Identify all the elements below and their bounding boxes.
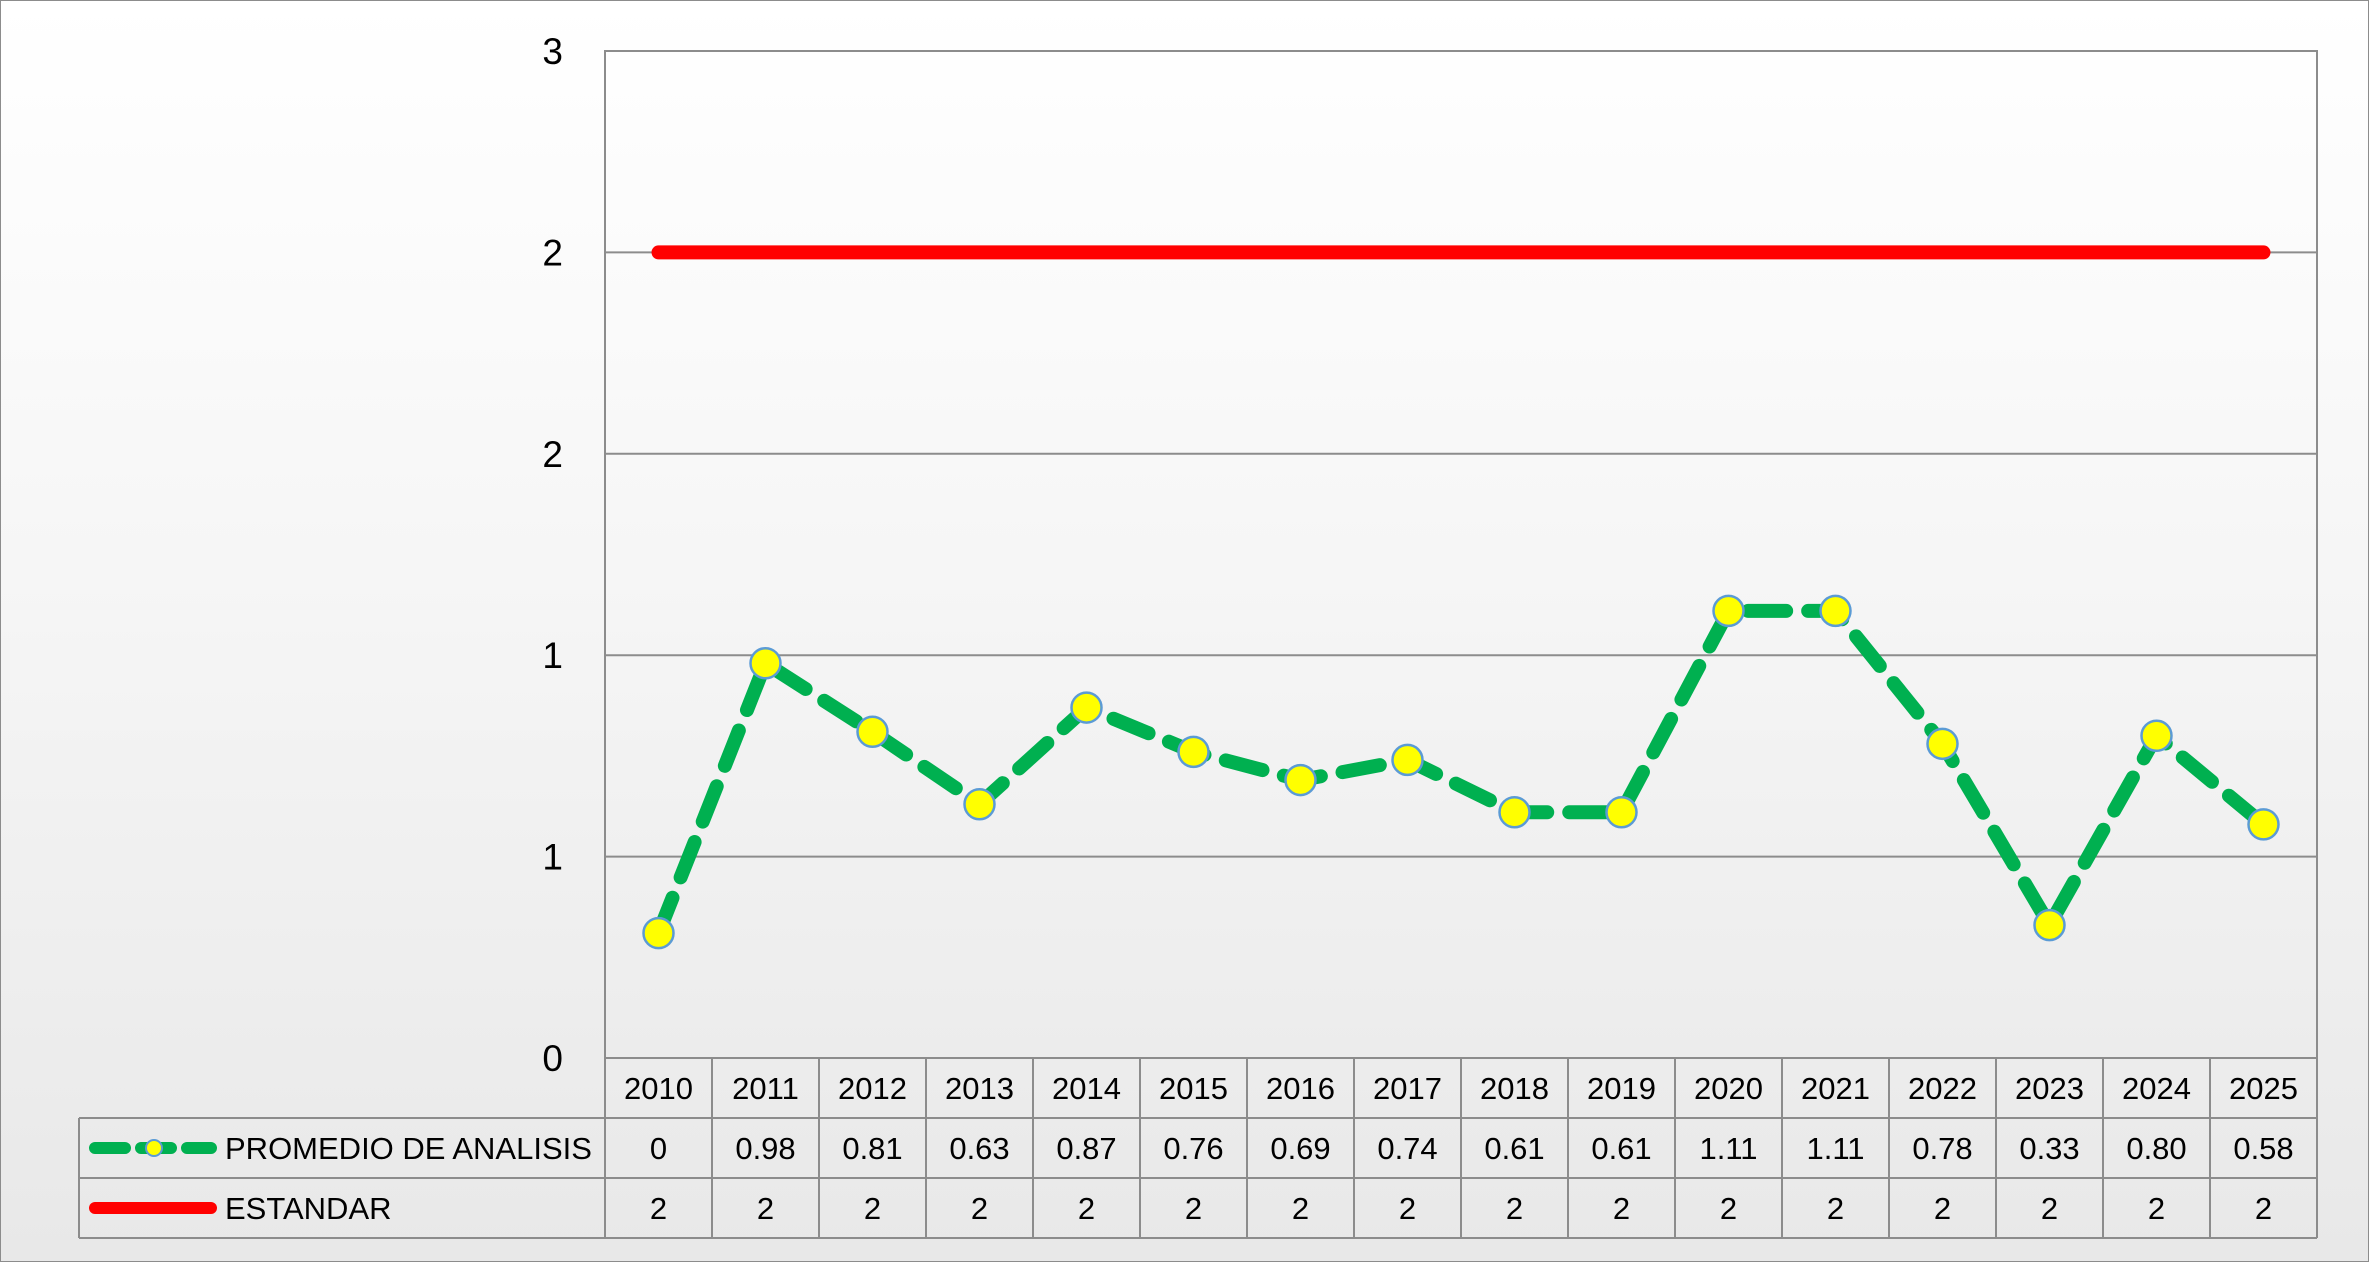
table-cell-estandar: 2 — [650, 1191, 667, 1226]
legend-label-promedio: PROMEDIO DE ANALISIS — [225, 1131, 592, 1166]
promedio-point — [749, 647, 782, 680]
y-tick-label: 1 — [542, 635, 563, 676]
promedio-point — [2247, 808, 2280, 841]
table-cell-estandar: 2 — [1720, 1191, 1737, 1226]
table-cell-estandar: 2 — [757, 1191, 774, 1226]
promedio-point — [1712, 594, 1745, 628]
table-cell-estandar: 2 — [1934, 1191, 1951, 1226]
table-cell-promedio: 0.61 — [1591, 1131, 1651, 1166]
x-category-label: 2023 — [2015, 1071, 2084, 1106]
table-cell-promedio: 0.80 — [2126, 1131, 2186, 1166]
table-cell-estandar: 2 — [1613, 1191, 1630, 1226]
series-promedio-line — [651, 603, 2271, 941]
table-cell-estandar: 2 — [1399, 1191, 1416, 1226]
table-cell-estandar: 2 — [971, 1191, 988, 1226]
table-cell-estandar: 2 — [2041, 1191, 2058, 1226]
table-cell-estandar: 2 — [2148, 1191, 2165, 1226]
legend-label-estandar: ESTANDAR — [225, 1191, 392, 1226]
table-cell-promedio: 0.76 — [1163, 1131, 1223, 1166]
table-cell-promedio: 0.69 — [1270, 1131, 1330, 1166]
x-category-label: 2016 — [1266, 1071, 1335, 1106]
table-cell-promedio: 0.58 — [2233, 1131, 2293, 1166]
y-tick-label: 2 — [542, 434, 563, 475]
y-tick-label: 3 — [542, 31, 563, 72]
x-category-label: 2020 — [1694, 1071, 1763, 1106]
promedio-point — [642, 916, 675, 950]
table-cell-promedio: 0.63 — [949, 1131, 1009, 1166]
x-category-label: 2019 — [1587, 1071, 1656, 1106]
x-category-label: 2021 — [1801, 1071, 1870, 1106]
x-category-label: 2013 — [945, 1071, 1014, 1106]
x-category-label: 2022 — [1908, 1071, 1977, 1106]
table-cell-promedio: 0.81 — [842, 1131, 902, 1166]
table-cell-promedio: 0.33 — [2019, 1131, 2079, 1166]
promedio-point — [856, 715, 889, 748]
x-category-label: 2011 — [732, 1071, 799, 1106]
table-cell-estandar: 2 — [1506, 1191, 1523, 1226]
table-cell-promedio: 0.87 — [1056, 1131, 1116, 1166]
table-cell-promedio: 0.61 — [1484, 1131, 1544, 1166]
y-tick-label: 2 — [542, 232, 563, 273]
promedio-point — [1391, 743, 1424, 777]
x-category-label: 2025 — [2229, 1071, 2298, 1106]
promedio-point — [1605, 796, 1638, 829]
table-cell-estandar: 2 — [2255, 1191, 2272, 1226]
x-category-label: 2015 — [1159, 1071, 1228, 1106]
legend-marker-promedio — [145, 1139, 163, 1157]
table-cell-estandar: 2 — [864, 1191, 881, 1226]
x-category-label: 2010 — [624, 1071, 693, 1106]
x-category-label: 2012 — [838, 1071, 907, 1106]
y-tick-label: 0 — [542, 1038, 563, 1079]
table-cell-estandar: 2 — [1078, 1191, 1095, 1226]
promedio-point — [1177, 735, 1210, 769]
x-category-label: 2024 — [2122, 1071, 2191, 1106]
table-cell-promedio: 0.98 — [735, 1131, 795, 1166]
table-cell-promedio: 0.78 — [1912, 1131, 1972, 1166]
x-category-label: 2018 — [1480, 1071, 1549, 1106]
table-cell-promedio: 1.11 — [1699, 1131, 1757, 1166]
promedio-point — [1070, 691, 1103, 724]
promedio-point — [1819, 594, 1852, 628]
promedio-point — [1284, 763, 1317, 797]
table-cell-estandar: 2 — [1185, 1191, 1202, 1226]
x-category-label: 2017 — [1373, 1071, 1442, 1106]
promedio-point — [2033, 908, 2066, 942]
table-cell-estandar: 2 — [1827, 1191, 1844, 1226]
table-cell-promedio: 1.11 — [1806, 1131, 1864, 1166]
table-cell-promedio: 0 — [650, 1131, 667, 1166]
promedio-point — [2140, 719, 2173, 753]
table-cell-estandar: 2 — [1292, 1191, 1309, 1226]
table-cell-promedio: 0.74 — [1377, 1131, 1437, 1166]
x-category-label: 2014 — [1052, 1071, 1121, 1106]
promedio-point — [1498, 796, 1531, 829]
promedio-point — [1926, 727, 1959, 761]
y-tick-label: 1 — [542, 837, 563, 878]
promedio-point — [963, 787, 996, 821]
